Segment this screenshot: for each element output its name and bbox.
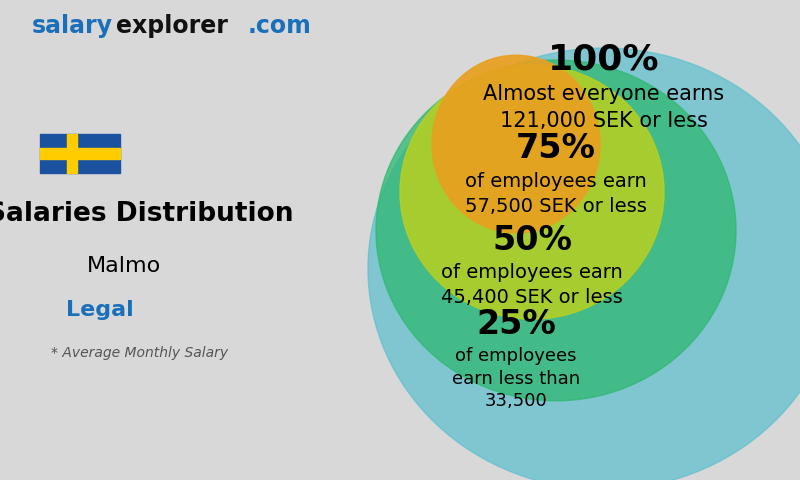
Text: * Average Monthly Salary: * Average Monthly Salary (51, 346, 229, 360)
Bar (40, 148, 120, 159)
Text: earn less than: earn less than (452, 370, 580, 387)
Text: of employees earn: of employees earn (441, 263, 623, 282)
Text: 50%: 50% (492, 224, 572, 256)
Text: .com: .com (248, 14, 312, 38)
Text: 45,400 SEK or less: 45,400 SEK or less (441, 288, 623, 307)
Text: 100%: 100% (548, 42, 660, 76)
Text: 75%: 75% (516, 132, 596, 165)
Ellipse shape (432, 55, 600, 233)
Text: Almost everyone earns: Almost everyone earns (483, 84, 725, 104)
Ellipse shape (376, 60, 736, 401)
Bar (40, 134, 120, 173)
Text: 25%: 25% (476, 308, 556, 340)
Text: of employees: of employees (455, 347, 577, 365)
Ellipse shape (368, 48, 800, 480)
Ellipse shape (400, 65, 664, 319)
Bar (67, 134, 77, 173)
Text: Legal: Legal (66, 300, 134, 320)
Text: 33,500: 33,500 (485, 393, 547, 410)
Text: salary: salary (32, 14, 113, 38)
Text: explorer: explorer (116, 14, 228, 38)
Text: Malmo: Malmo (87, 256, 161, 276)
Text: Salaries Distribution: Salaries Distribution (0, 201, 294, 227)
Text: 121,000 SEK or less: 121,000 SEK or less (500, 111, 708, 131)
Text: of employees earn: of employees earn (465, 172, 647, 191)
Text: 57,500 SEK or less: 57,500 SEK or less (465, 197, 647, 216)
